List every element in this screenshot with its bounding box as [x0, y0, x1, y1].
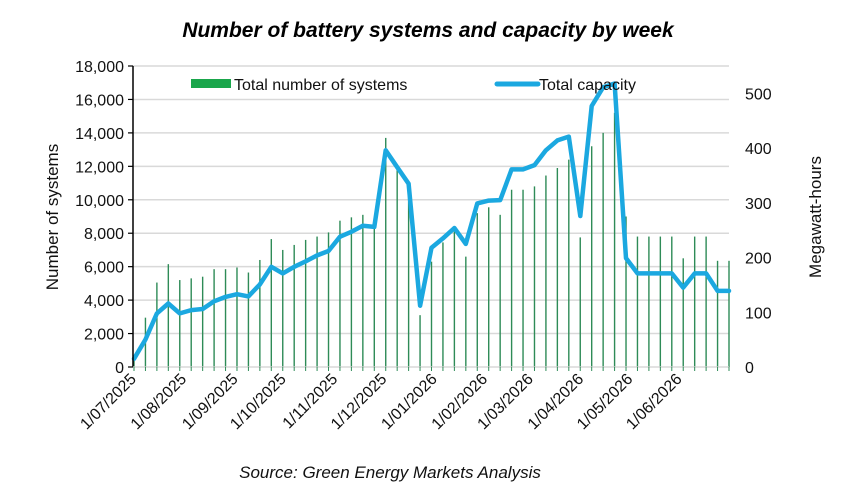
y-tick-label: 8,000 [84, 226, 124, 243]
bar [373, 217, 375, 367]
bar [224, 269, 227, 367]
bar [579, 237, 581, 367]
bar [156, 282, 158, 367]
bar [533, 186, 536, 367]
y2-tick-label: 500 [745, 86, 772, 103]
y-tick-label: 2,000 [84, 327, 124, 344]
bar [133, 356, 135, 367]
bar [510, 189, 513, 367]
bar [556, 168, 559, 367]
bar [613, 112, 616, 367]
bar [385, 137, 387, 367]
bar [190, 278, 192, 367]
y-tick-label: 14,000 [75, 126, 124, 143]
bar [693, 236, 696, 367]
bar [304, 239, 307, 367]
y2-tick-label: 0 [745, 360, 754, 377]
y2-axis-label: Megawatt-hours [806, 156, 825, 278]
bar [339, 220, 341, 367]
bar [465, 256, 467, 367]
y-tick-label: 12,000 [75, 159, 124, 176]
legend-label-capacity: Total capacity [539, 77, 636, 94]
bar [419, 315, 421, 367]
bar-series-systems [133, 112, 730, 367]
bar [236, 267, 238, 367]
bar [293, 244, 295, 367]
bar [453, 231, 456, 367]
bar [316, 236, 318, 367]
y2-tick-label: 100 [745, 305, 772, 322]
line-series-capacity [131, 81, 732, 362]
bar [568, 159, 570, 367]
bar [179, 280, 181, 367]
bar [545, 175, 547, 367]
bar [636, 236, 639, 367]
bar [247, 272, 250, 367]
bar [716, 260, 719, 367]
y-tick-label: 4,000 [84, 293, 124, 310]
bar [213, 269, 215, 367]
bar [167, 264, 170, 367]
legend-label-systems: Total number of systems [234, 77, 407, 94]
y-tick-label: 16,000 [75, 92, 124, 109]
bar [648, 236, 650, 367]
bar [442, 242, 444, 367]
y-axis-label: Number of systems [43, 144, 62, 290]
bar [259, 259, 261, 367]
bar [350, 217, 353, 367]
y-tick-label: 0 [115, 360, 124, 377]
bar [499, 214, 501, 367]
y-tick-label: 6,000 [84, 260, 124, 277]
left-axis-ticks: 0 2,000 4,000 6,000 8,000 10,000 12,000 14,000 1… [75, 59, 133, 377]
x-axis-ticks: 1/07/20251/08/20251/09/20251/10/20251/11… [77, 367, 730, 433]
bar [671, 236, 673, 367]
bar [476, 213, 478, 367]
y2-tick-label: 400 [745, 141, 772, 158]
bar [270, 239, 273, 367]
bar [488, 207, 490, 367]
bar [728, 260, 730, 367]
bar [282, 249, 284, 367]
bar [522, 189, 524, 367]
right-axis-ticks: 0 100 200 300 400 500 [745, 86, 772, 377]
bar [602, 132, 604, 367]
bar [590, 146, 593, 367]
bar [327, 232, 330, 367]
y-tick-label: 10,000 [75, 193, 124, 210]
source-note: Source: Green Energy Markets Analysis [239, 463, 541, 482]
gridlines [133, 65, 729, 335]
y-tick-label: 18,000 [75, 59, 124, 76]
legend-swatch-systems [191, 79, 231, 88]
y2-tick-label: 300 [745, 196, 772, 213]
legend: Total number of systems Total capacity [191, 77, 636, 94]
y2-tick-label: 200 [745, 251, 772, 268]
bar [705, 236, 707, 367]
chart-title: Number of battery systems and capacity b… [182, 19, 675, 42]
bar [201, 276, 204, 367]
bar [625, 216, 627, 367]
bar [682, 258, 684, 367]
bar [362, 214, 364, 367]
bar [430, 261, 433, 367]
bar [659, 236, 662, 367]
bar [396, 169, 398, 367]
bar [407, 191, 410, 367]
